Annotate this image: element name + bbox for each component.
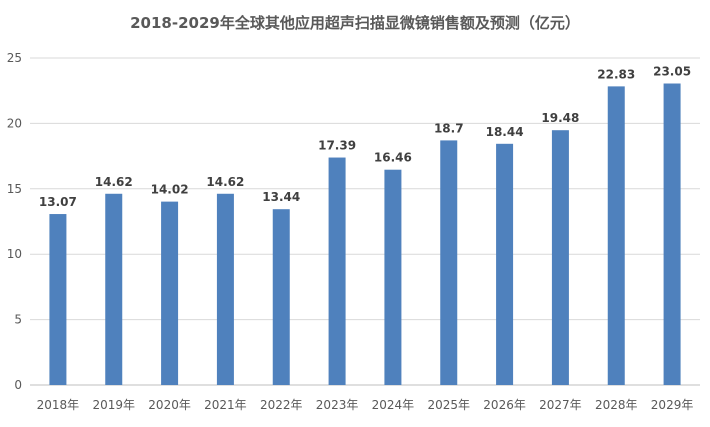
data-label: 23.05	[653, 65, 691, 79]
x-tick-label: 2025年	[427, 398, 470, 412]
y-tick-label: 15	[7, 182, 22, 196]
x-tick-label: 2020年	[148, 398, 191, 412]
y-tick-label: 5	[14, 313, 22, 327]
y-tick-label: 20	[7, 116, 22, 130]
x-tick-label: 2026年	[483, 398, 526, 412]
bar	[49, 214, 67, 385]
data-label: 14.02	[151, 183, 189, 197]
bar	[440, 140, 458, 385]
x-tick-label: 2024年	[372, 398, 415, 412]
bar	[328, 157, 346, 385]
bar	[551, 130, 569, 385]
bar	[272, 209, 290, 385]
bar	[161, 201, 179, 385]
x-tick-label: 2021年	[204, 398, 247, 412]
x-tick-label: 2019年	[92, 398, 135, 412]
data-label: 18.7	[434, 121, 464, 135]
chart-title: 2018-2029年全球其他应用超声扫描显微镜销售额及预测（亿元）	[130, 14, 580, 32]
x-tick-label: 2029年	[651, 398, 694, 412]
bar	[663, 83, 681, 386]
data-label: 13.07	[39, 195, 77, 209]
data-label: 13.44	[262, 190, 300, 204]
y-tick-label: 0	[14, 378, 22, 392]
bar	[496, 143, 514, 385]
data-label: 17.39	[318, 139, 356, 153]
x-tick-label: 2028年	[595, 398, 638, 412]
bar	[105, 193, 123, 385]
bar	[384, 169, 402, 385]
x-tick-label: 2018年	[37, 398, 80, 412]
x-tick-label: 2027年	[539, 398, 582, 412]
data-label: 14.62	[206, 175, 244, 189]
data-label: 18.44	[486, 125, 524, 139]
bar	[216, 193, 234, 385]
y-tick-label: 10	[7, 247, 22, 261]
data-label: 14.62	[95, 175, 133, 189]
data-label: 22.83	[597, 67, 635, 81]
data-label: 16.46	[374, 151, 412, 165]
bar	[607, 86, 625, 385]
x-tick-label: 2022年	[260, 398, 303, 412]
x-tick-label: 2023年	[316, 398, 359, 412]
data-label: 19.48	[541, 111, 579, 125]
y-tick-label: 25	[7, 51, 22, 65]
